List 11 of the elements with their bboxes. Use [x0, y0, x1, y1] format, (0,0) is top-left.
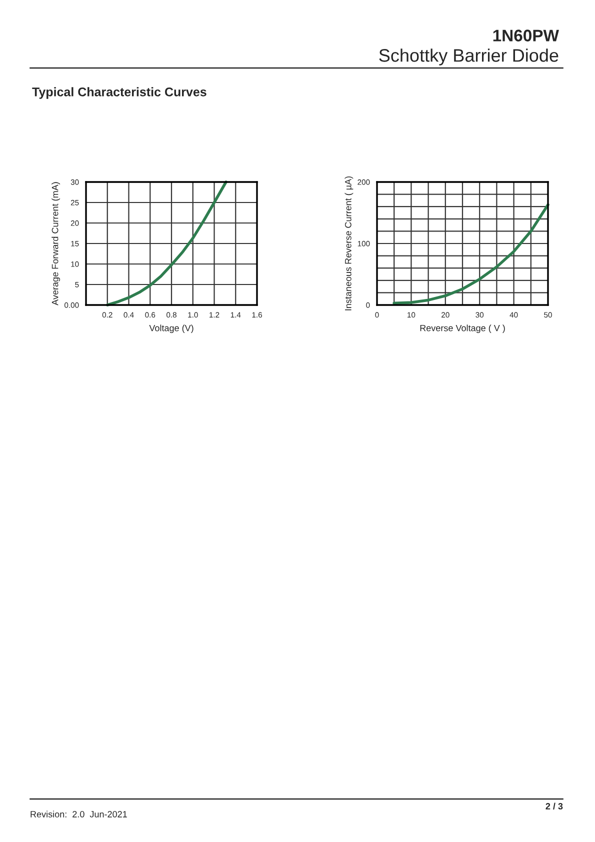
x-axis-title: Reverse Voltage ( V ) [420, 324, 505, 334]
line-series [106, 180, 228, 306]
y-axis-title: Instaneous Reverse Current ( µA) [344, 176, 354, 310]
text: Revision: 2.0 Jun-2021 [30, 810, 127, 818]
text: 1N60PW [493, 30, 559, 42]
text: 2 / 3 [546, 802, 563, 810]
text: Schottky Barrier Diode [379, 48, 558, 66]
text: Typical Characteristic Curves [32, 87, 206, 99]
x-axis-title: Voltage (V) [149, 324, 194, 334]
line-series [392, 203, 550, 305]
y-axis-title: Average Forward Current (mA) [52, 182, 60, 306]
